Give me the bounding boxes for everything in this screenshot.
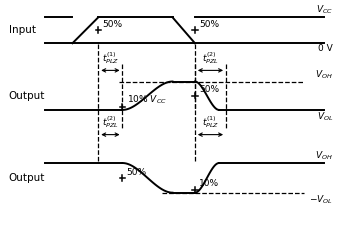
Text: $t_{PZL}^{(2)}$: $t_{PZL}^{(2)}$ — [102, 115, 119, 130]
Text: $t_{PZL}^{(2)}$: $t_{PZL}^{(2)}$ — [202, 50, 219, 66]
Text: 50%: 50% — [199, 85, 219, 94]
Text: $t_{PLZ}^{(1)}$: $t_{PLZ}^{(1)}$ — [202, 115, 219, 130]
Text: $V_{OH}$: $V_{OH}$ — [315, 68, 333, 81]
Text: $V_{CC}$: $V_{CC}$ — [316, 4, 333, 16]
Text: $- V_{OL}$: $- V_{OL}$ — [309, 194, 333, 206]
Text: 50%: 50% — [127, 168, 147, 177]
Text: 10%: 10% — [199, 180, 219, 188]
Text: 0 V: 0 V — [318, 44, 333, 53]
Text: 50%: 50% — [102, 20, 122, 29]
Text: 10% $V_{CC}$: 10% $V_{CC}$ — [127, 93, 167, 106]
Text: Output: Output — [9, 91, 45, 101]
Text: $V_{OL}$: $V_{OL}$ — [317, 111, 333, 124]
Text: Output: Output — [9, 173, 45, 183]
Text: Input: Input — [9, 25, 36, 35]
Text: $t_{PLZ}^{(1)}$: $t_{PLZ}^{(1)}$ — [102, 50, 119, 66]
Text: $V_{OH}$: $V_{OH}$ — [315, 149, 333, 162]
Text: 50%: 50% — [199, 20, 219, 29]
